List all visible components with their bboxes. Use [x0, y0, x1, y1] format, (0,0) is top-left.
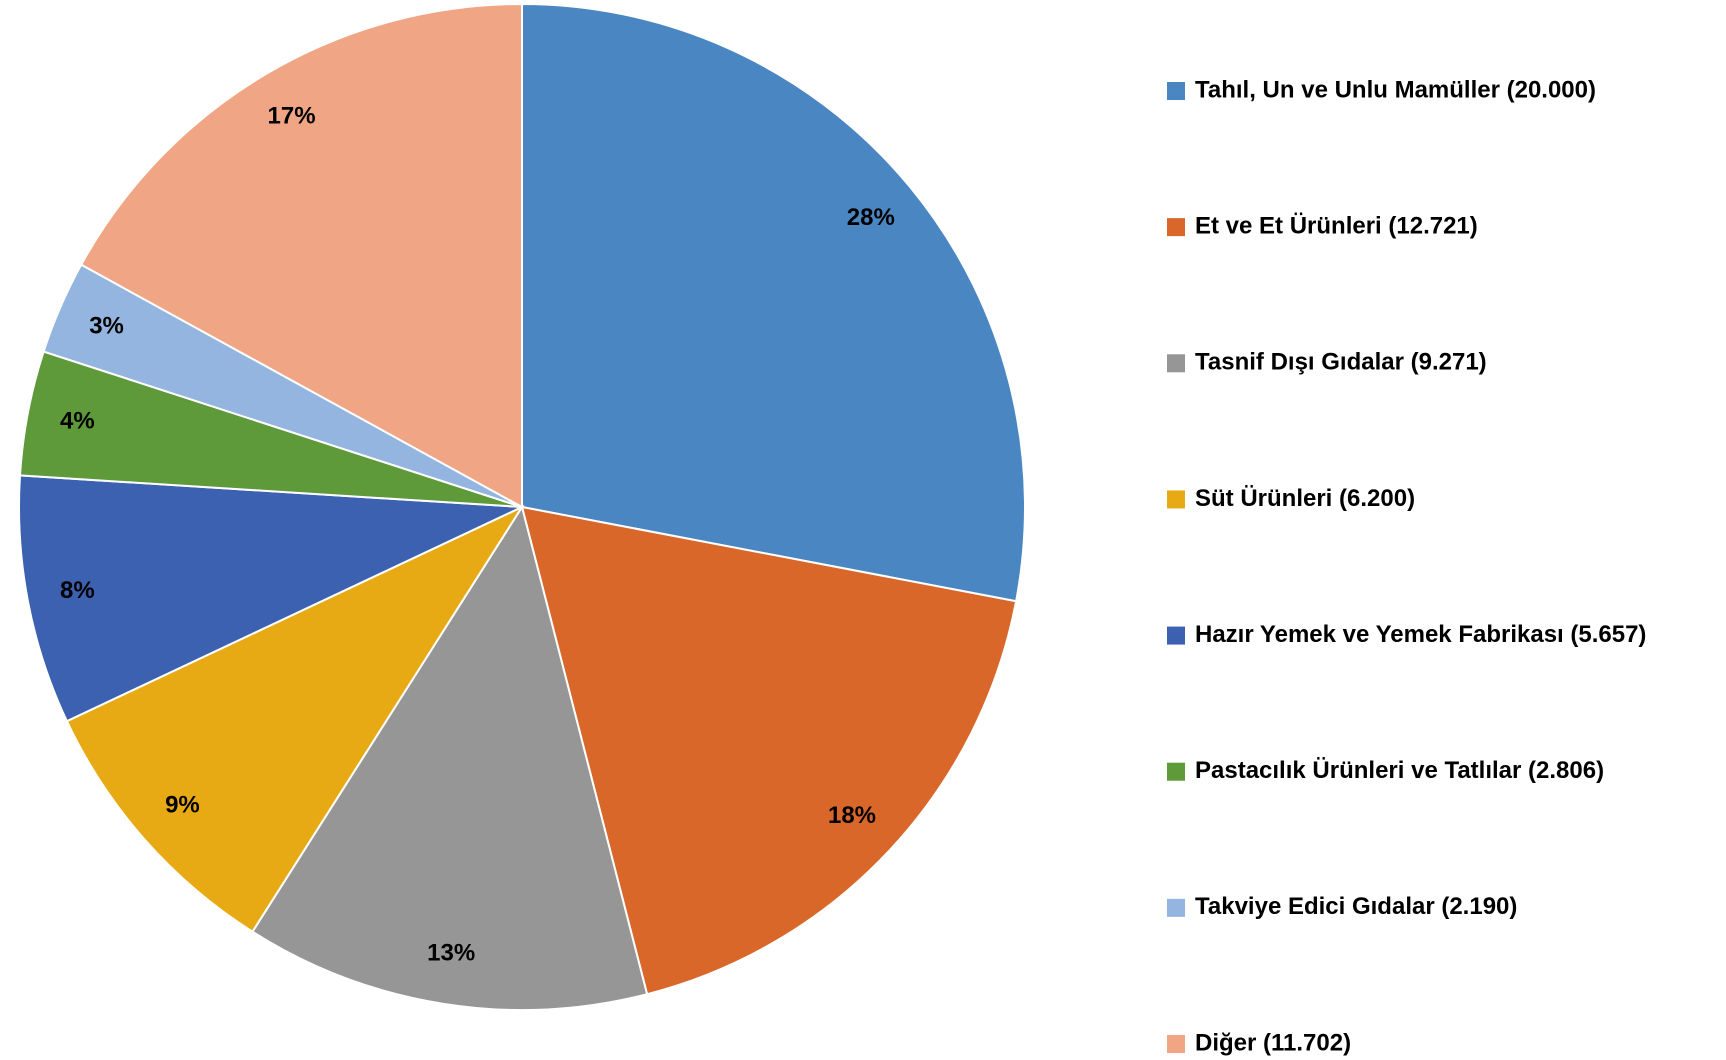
data-label: 17%: [268, 103, 316, 130]
data-label: 18%: [828, 802, 876, 829]
data-label: 3%: [89, 313, 124, 340]
legend-swatch: [1167, 490, 1185, 509]
data-label: 28%: [847, 204, 895, 231]
legend-label: Süt Ürünleri (6.200): [1195, 485, 1415, 512]
legend-swatch: [1167, 354, 1185, 373]
data-label: 8%: [60, 577, 95, 604]
legend-swatch: [1167, 762, 1185, 781]
legend-swatch: [1167, 218, 1185, 237]
legend-label: Hazır Yemek ve Yemek Fabrikası (5.657): [1195, 621, 1646, 648]
legend-swatch: [1167, 626, 1185, 645]
legend-label: Et ve Et Ürünleri (12.721): [1195, 212, 1478, 239]
pie-slice: [18, 474, 523, 723]
legend-swatch: [1167, 82, 1185, 100]
legend-swatch: [1167, 1035, 1185, 1053]
pie-slice: [520, 505, 1018, 996]
data-label: 4%: [60, 408, 95, 435]
legend-label: Diğer (11.702): [1195, 1029, 1351, 1056]
legend-label: Tahıl, Un ve Unlu Mamüller (20.000): [1195, 76, 1596, 103]
pie-slice: [251, 504, 649, 1011]
data-label: 9%: [165, 792, 200, 819]
legend-label: Takviye Edici Gıdalar (2.190): [1195, 893, 1517, 920]
data-label: 13%: [427, 939, 475, 966]
legend-label: Pastacılık Ürünleri ve Tatlılar (2.806): [1195, 757, 1604, 784]
pie-slice: [521, 2, 1026, 603]
pie-slice: [65, 504, 525, 934]
legend-swatch: [1167, 898, 1185, 917]
pie-slice: [79, 2, 523, 509]
legend-label: Tasnif Dışı Gıdalar (9.271): [1195, 349, 1487, 376]
